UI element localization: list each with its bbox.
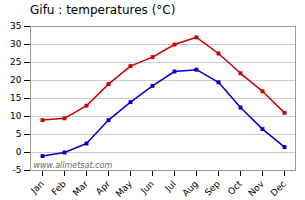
svg-text:20: 20 bbox=[10, 75, 22, 85]
svg-text:Dec: Dec bbox=[269, 179, 288, 198]
svg-text:Oct: Oct bbox=[226, 178, 244, 196]
svg-text:15: 15 bbox=[10, 93, 21, 103]
svg-text:Jun: Jun bbox=[138, 179, 156, 197]
svg-text:35: 35 bbox=[10, 21, 21, 31]
svg-text:Jul: Jul bbox=[162, 179, 177, 194]
svg-text:25: 25 bbox=[10, 57, 21, 67]
svg-text:Nov: Nov bbox=[246, 178, 266, 198]
svg-text:30: 30 bbox=[10, 39, 22, 49]
svg-text:-5: -5 bbox=[13, 165, 22, 175]
svg-text:Mar: Mar bbox=[71, 178, 90, 197]
svg-text:Sep: Sep bbox=[203, 179, 222, 198]
html-text:Gifu : temperatures (°C): Gifu : temperatures (°C) bbox=[30, 3, 176, 17]
svg-text:5: 5 bbox=[16, 129, 22, 139]
svg-text:0: 0 bbox=[16, 147, 22, 157]
svg-text:Aug: Aug bbox=[180, 179, 200, 199]
svg-text:Apr: Apr bbox=[94, 179, 112, 197]
svg-text:Jan: Jan bbox=[28, 179, 46, 197]
svg-text:May: May bbox=[114, 178, 135, 199]
svg-text:Feb: Feb bbox=[50, 179, 69, 198]
svg-text:www.allmetsat.com: www.allmetsat.com bbox=[34, 161, 113, 170]
svg-text:10: 10 bbox=[10, 111, 22, 121]
